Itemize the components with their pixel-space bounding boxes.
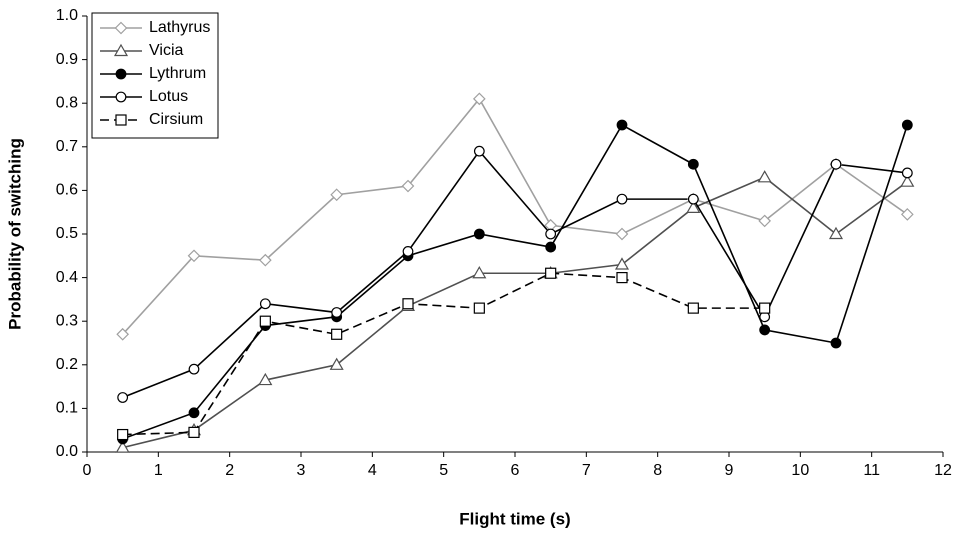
marker [117,392,129,403]
marker [759,324,771,336]
marker [188,363,200,375]
legend-label: Lathyrus [149,19,210,36]
marker [259,298,271,310]
marker [900,174,915,187]
marker [402,246,414,257]
marker [115,114,127,126]
x-tick-label: 10 [791,462,809,479]
y-tick-label: 0.6 [56,182,78,199]
marker [545,267,557,279]
x-tick-label: 8 [653,462,662,479]
marker [687,193,699,205]
legend-label: Lotus [149,88,188,105]
marker [686,200,701,213]
marker [828,226,844,240]
marker [473,228,485,240]
marker [901,119,913,131]
x-tick-label: 7 [582,462,591,479]
marker [472,266,487,279]
y-tick-label: 1.0 [56,7,78,24]
marker [331,328,343,340]
legend-label: Vicia [149,42,183,59]
marker [616,193,628,205]
marker [117,428,129,441]
marker [187,249,201,263]
legend-label: Cirsium [149,111,203,128]
marker [331,307,343,318]
y-tick-label: 0.7 [56,138,78,155]
y-tick-label: 0.1 [56,400,78,417]
marker [115,68,127,80]
marker [115,440,130,453]
marker [901,167,913,179]
marker [113,43,129,57]
x-tick-label: 3 [297,462,306,479]
marker [759,302,771,314]
marker [615,227,629,241]
x-tick-label: 1 [154,462,163,479]
x-tick-label: 12 [934,462,952,479]
marker [545,228,557,240]
marker [188,426,200,438]
x-tick-label: 5 [439,462,448,479]
marker [616,272,628,284]
marker [330,188,344,202]
marker [258,372,273,386]
series-line [122,97,908,335]
marker [115,91,127,103]
marker [329,357,344,370]
y-tick-label: 0.9 [56,51,78,68]
marker [473,302,485,314]
marker [900,208,914,221]
marker [472,92,486,106]
y-tick-label: 0.8 [56,94,78,111]
y-tick-label: 0.3 [56,312,78,329]
x-tick-label: 11 [863,462,880,479]
x-tick-label: 9 [725,462,734,479]
y-tick-label: 0.5 [56,225,78,242]
marker [687,158,699,170]
marker [258,253,272,267]
marker [545,241,557,253]
marker [114,21,128,35]
marker [758,214,772,228]
legend-box [91,12,219,139]
marker [259,315,271,327]
marker [116,327,130,341]
marker [402,298,414,310]
series-line [122,272,765,436]
x-axis-title: Flight time (s) [459,509,570,528]
series-line [122,123,909,440]
y-tick-label: 0.2 [56,356,78,373]
marker [616,119,628,131]
x-tick-label: 6 [511,462,520,479]
marker [614,257,630,270]
marker [188,407,200,419]
marker [401,179,415,193]
x-tick-label: 0 [83,462,92,479]
marker [757,170,772,183]
x-tick-label: 2 [225,462,234,479]
marker [473,145,485,157]
series-line [122,176,908,449]
x-tick-label: 4 [368,462,377,479]
series-line [122,149,908,399]
y-axis-title: Probability of switching [5,138,24,330]
legend-label: Lythrum [149,65,206,82]
marker [687,302,699,314]
y-tick-label: 0.0 [56,443,78,460]
marker [830,158,842,170]
marker [830,337,842,349]
y-tick-label: 0.4 [56,269,78,286]
